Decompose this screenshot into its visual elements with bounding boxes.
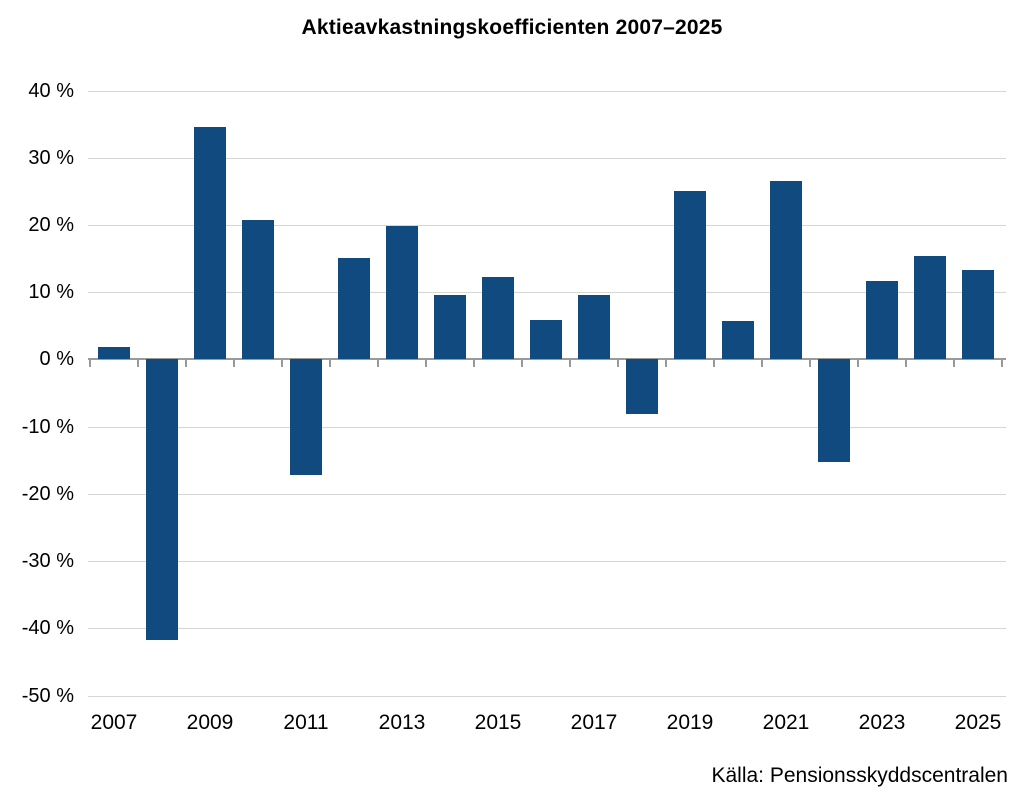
bar-2021 bbox=[770, 180, 802, 360]
bar-2007 bbox=[98, 346, 130, 360]
gridline bbox=[88, 292, 1006, 294]
axis-tick-mark bbox=[761, 360, 763, 368]
y-axis-tick-label: -30 % bbox=[21, 550, 74, 573]
axis-tick-mark bbox=[617, 360, 619, 368]
axis-tick-mark bbox=[281, 360, 283, 368]
gridline bbox=[88, 224, 1006, 226]
x-axis-tick-label: 2013 bbox=[378, 711, 426, 734]
axis-tick-mark bbox=[953, 360, 955, 368]
bar-2014 bbox=[434, 294, 466, 360]
axis-tick-mark bbox=[185, 360, 187, 368]
y-axis-tick-label: 10 % bbox=[28, 281, 74, 304]
bar-2013 bbox=[386, 225, 418, 360]
axis-tick-mark bbox=[377, 360, 379, 368]
source-caption: Källa: Pensionsskyddscentralen bbox=[711, 764, 1008, 787]
chart-title: Aktieavkastningskoefficienten 2007–2025 bbox=[301, 16, 723, 39]
bar-2019 bbox=[674, 190, 706, 360]
x-axis-tick-label: 2017 bbox=[570, 711, 618, 734]
axis-tick-mark bbox=[857, 360, 859, 368]
y-axis-tick-label: -20 % bbox=[21, 482, 74, 505]
gridline bbox=[88, 695, 1006, 697]
y-axis-tick-label: 20 % bbox=[28, 213, 74, 236]
bar-2020 bbox=[722, 321, 754, 360]
gridline bbox=[88, 157, 1006, 159]
axis-tick-mark bbox=[473, 360, 475, 368]
y-axis-tick-label: -10 % bbox=[21, 415, 74, 438]
bar-2022 bbox=[818, 359, 850, 463]
x-axis-tick-label: 2023 bbox=[858, 711, 906, 734]
axis-tick-mark bbox=[425, 360, 427, 368]
x-axis-tick-label: 2019 bbox=[666, 711, 714, 734]
bar-2010 bbox=[242, 220, 274, 360]
axis-tick-mark bbox=[569, 360, 571, 368]
bar-2012 bbox=[338, 257, 370, 360]
y-axis-tick-label: 0 % bbox=[39, 348, 74, 371]
bar-2025 bbox=[962, 269, 994, 360]
bar-2008 bbox=[146, 359, 178, 641]
axis-tick-mark bbox=[713, 360, 715, 368]
x-axis-tick-label: 2009 bbox=[186, 711, 234, 734]
axis-tick-mark bbox=[89, 360, 91, 368]
gridline bbox=[88, 561, 1006, 563]
bar-2018 bbox=[626, 359, 658, 415]
axis-tick-mark bbox=[665, 360, 667, 368]
axis-tick-mark bbox=[1001, 360, 1003, 368]
x-axis-tick-label: 2007 bbox=[90, 711, 138, 734]
y-axis-tick-label: -40 % bbox=[21, 617, 74, 640]
bar-2024 bbox=[914, 255, 946, 360]
y-axis-tick-label: 30 % bbox=[28, 146, 74, 169]
bar-2015 bbox=[482, 276, 514, 360]
x-axis-line bbox=[88, 358, 1006, 361]
bar-2017 bbox=[578, 294, 610, 360]
axis-tick-mark bbox=[329, 360, 331, 368]
bar-2023 bbox=[866, 280, 898, 360]
axis-tick-mark bbox=[233, 360, 235, 368]
gridline bbox=[88, 90, 1006, 92]
x-axis-tick-label: 2011 bbox=[283, 711, 329, 734]
axis-tick-mark bbox=[905, 360, 907, 368]
x-axis-tick-label: 2025 bbox=[954, 711, 1002, 734]
axis-tick-mark bbox=[137, 360, 139, 368]
gridline bbox=[88, 628, 1006, 630]
axis-tick-mark bbox=[521, 360, 523, 368]
axis-tick-mark bbox=[809, 360, 811, 368]
gridline bbox=[88, 426, 1006, 428]
x-axis-tick-label: 2015 bbox=[474, 711, 522, 734]
bar-2016 bbox=[530, 320, 562, 360]
gridline bbox=[88, 493, 1006, 495]
y-axis-tick-label: 40 % bbox=[28, 79, 74, 102]
x-axis-tick-label: 2021 bbox=[762, 711, 810, 734]
bar-2011 bbox=[290, 359, 322, 475]
y-axis-tick-label: -50 % bbox=[21, 684, 74, 707]
bar-2009 bbox=[194, 127, 226, 360]
